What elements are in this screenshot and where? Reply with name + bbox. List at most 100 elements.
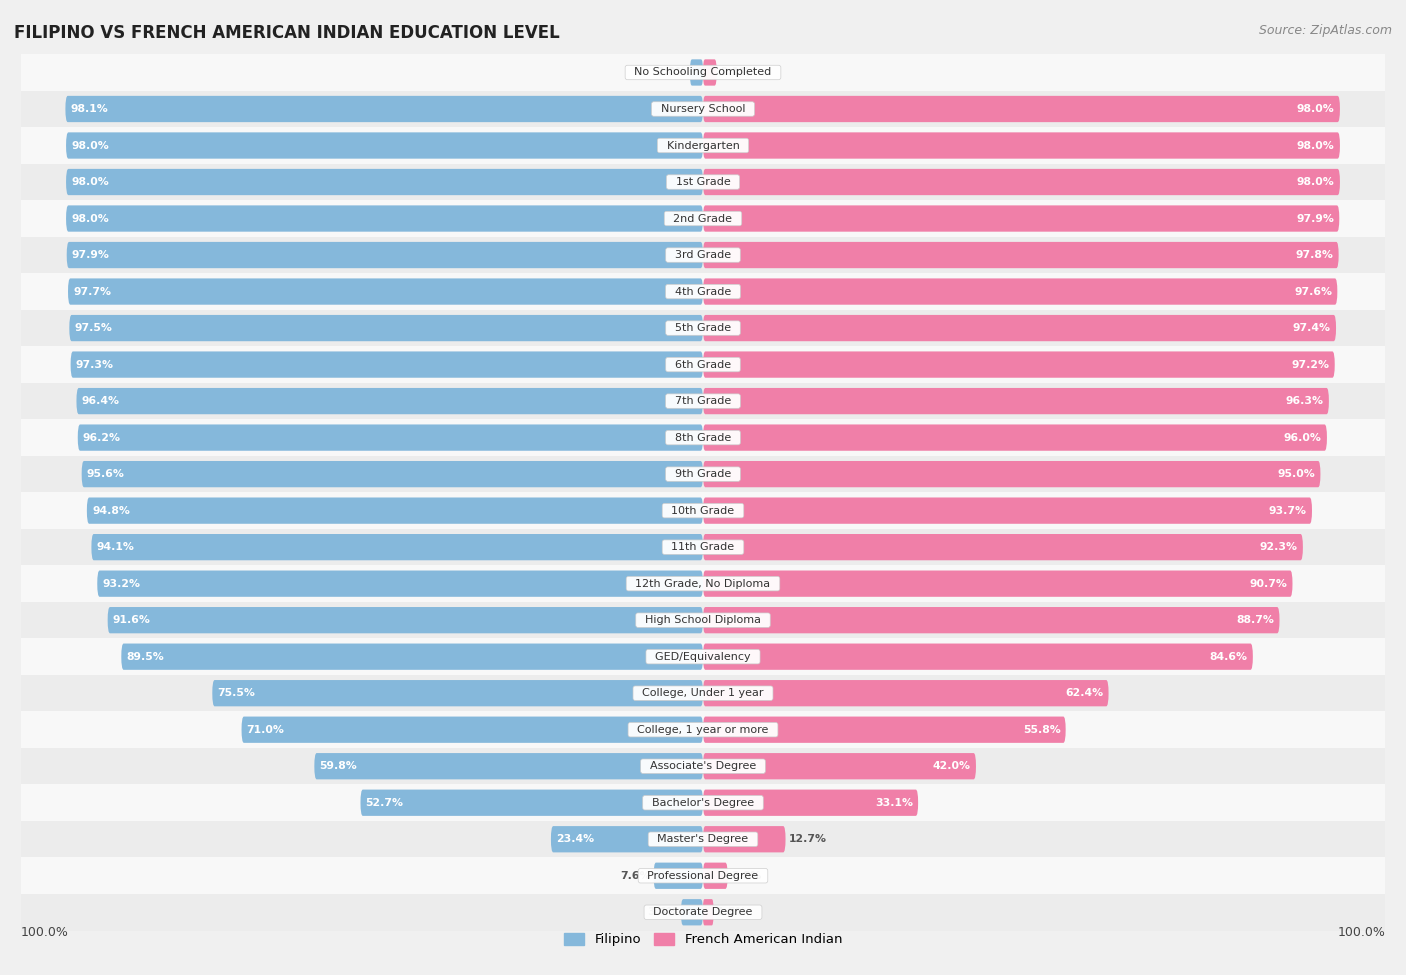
Text: 3.8%: 3.8% xyxy=(731,871,761,880)
Bar xyxy=(21,566,1385,602)
FancyBboxPatch shape xyxy=(703,96,1340,122)
Text: 100.0%: 100.0% xyxy=(21,926,69,939)
Text: Doctorate Degree: Doctorate Degree xyxy=(647,908,759,917)
Text: 95.6%: 95.6% xyxy=(87,469,125,479)
FancyBboxPatch shape xyxy=(703,753,976,779)
Text: 96.4%: 96.4% xyxy=(82,396,120,407)
Bar xyxy=(21,456,1385,492)
FancyBboxPatch shape xyxy=(66,242,703,268)
Bar xyxy=(21,310,1385,346)
Text: 94.1%: 94.1% xyxy=(97,542,135,552)
Text: 96.2%: 96.2% xyxy=(83,433,121,443)
Text: 96.3%: 96.3% xyxy=(1285,396,1323,407)
Text: 98.1%: 98.1% xyxy=(70,104,108,114)
FancyBboxPatch shape xyxy=(703,461,1320,488)
Bar xyxy=(21,200,1385,237)
Text: 10th Grade: 10th Grade xyxy=(665,506,741,516)
FancyBboxPatch shape xyxy=(703,644,1253,670)
Text: 33.1%: 33.1% xyxy=(875,798,912,807)
FancyBboxPatch shape xyxy=(681,899,703,925)
Text: 97.5%: 97.5% xyxy=(75,323,112,333)
FancyBboxPatch shape xyxy=(315,753,703,779)
FancyBboxPatch shape xyxy=(82,461,703,488)
Text: 97.9%: 97.9% xyxy=(72,250,110,260)
FancyBboxPatch shape xyxy=(703,279,1337,305)
Text: 4th Grade: 4th Grade xyxy=(668,287,738,296)
Text: 5th Grade: 5th Grade xyxy=(668,323,738,333)
FancyBboxPatch shape xyxy=(66,206,703,232)
FancyBboxPatch shape xyxy=(703,899,713,925)
Text: 3rd Grade: 3rd Grade xyxy=(668,250,738,260)
Text: 97.9%: 97.9% xyxy=(1296,214,1334,223)
FancyBboxPatch shape xyxy=(703,59,717,86)
FancyBboxPatch shape xyxy=(703,680,1108,706)
FancyBboxPatch shape xyxy=(690,59,703,86)
FancyBboxPatch shape xyxy=(91,534,703,561)
Bar xyxy=(21,748,1385,785)
FancyBboxPatch shape xyxy=(703,497,1312,524)
Text: 98.0%: 98.0% xyxy=(72,214,110,223)
Text: 97.3%: 97.3% xyxy=(76,360,114,370)
Text: 98.0%: 98.0% xyxy=(1296,177,1334,187)
Text: 1st Grade: 1st Grade xyxy=(669,177,737,187)
Bar xyxy=(21,91,1385,128)
Bar xyxy=(21,602,1385,639)
Bar xyxy=(21,639,1385,675)
Bar xyxy=(21,894,1385,930)
Text: Source: ZipAtlas.com: Source: ZipAtlas.com xyxy=(1258,24,1392,37)
Bar xyxy=(21,528,1385,566)
Text: 98.0%: 98.0% xyxy=(1296,104,1334,114)
Text: 52.7%: 52.7% xyxy=(366,798,404,807)
Bar xyxy=(21,346,1385,383)
Text: 97.7%: 97.7% xyxy=(73,287,111,296)
Text: Professional Degree: Professional Degree xyxy=(641,871,765,880)
Bar xyxy=(21,55,1385,91)
Text: 12.7%: 12.7% xyxy=(789,835,827,844)
Text: No Schooling Completed: No Schooling Completed xyxy=(627,67,779,77)
Text: 92.3%: 92.3% xyxy=(1260,542,1298,552)
Text: 3.4%: 3.4% xyxy=(647,908,678,917)
Text: 98.0%: 98.0% xyxy=(1296,140,1334,150)
Text: 84.6%: 84.6% xyxy=(1209,651,1247,662)
Bar xyxy=(21,785,1385,821)
FancyBboxPatch shape xyxy=(70,351,703,377)
Text: 97.4%: 97.4% xyxy=(1294,323,1331,333)
Bar xyxy=(21,164,1385,200)
Text: 97.8%: 97.8% xyxy=(1295,250,1333,260)
Text: 11th Grade: 11th Grade xyxy=(665,542,741,552)
Text: 75.5%: 75.5% xyxy=(218,688,256,698)
FancyBboxPatch shape xyxy=(66,96,703,122)
Text: 100.0%: 100.0% xyxy=(1337,926,1385,939)
Text: FILIPINO VS FRENCH AMERICAN INDIAN EDUCATION LEVEL: FILIPINO VS FRENCH AMERICAN INDIAN EDUCA… xyxy=(14,24,560,42)
FancyBboxPatch shape xyxy=(551,826,703,852)
FancyBboxPatch shape xyxy=(703,570,1292,597)
Text: 93.7%: 93.7% xyxy=(1268,506,1306,516)
Bar xyxy=(21,237,1385,273)
Text: College, 1 year or more: College, 1 year or more xyxy=(630,724,776,735)
FancyBboxPatch shape xyxy=(654,863,703,889)
Text: Master's Degree: Master's Degree xyxy=(651,835,755,844)
FancyBboxPatch shape xyxy=(703,388,1329,414)
FancyBboxPatch shape xyxy=(703,790,918,816)
Text: 7th Grade: 7th Grade xyxy=(668,396,738,407)
Bar xyxy=(21,273,1385,310)
FancyBboxPatch shape xyxy=(703,826,786,852)
Text: 23.4%: 23.4% xyxy=(557,835,595,844)
Text: Kindergarten: Kindergarten xyxy=(659,140,747,150)
Text: 90.7%: 90.7% xyxy=(1250,578,1288,589)
FancyBboxPatch shape xyxy=(703,242,1339,268)
Text: 96.0%: 96.0% xyxy=(1284,433,1322,443)
FancyBboxPatch shape xyxy=(87,497,703,524)
FancyBboxPatch shape xyxy=(703,315,1336,341)
Text: 2nd Grade: 2nd Grade xyxy=(666,214,740,223)
FancyBboxPatch shape xyxy=(242,717,703,743)
Bar xyxy=(21,492,1385,528)
FancyBboxPatch shape xyxy=(703,424,1327,450)
Text: 2.1%: 2.1% xyxy=(720,67,751,77)
Bar xyxy=(21,857,1385,894)
FancyBboxPatch shape xyxy=(703,717,1066,743)
FancyBboxPatch shape xyxy=(703,607,1279,634)
Text: 6th Grade: 6th Grade xyxy=(668,360,738,370)
Text: 2.0%: 2.0% xyxy=(657,67,686,77)
Text: 71.0%: 71.0% xyxy=(246,724,284,735)
